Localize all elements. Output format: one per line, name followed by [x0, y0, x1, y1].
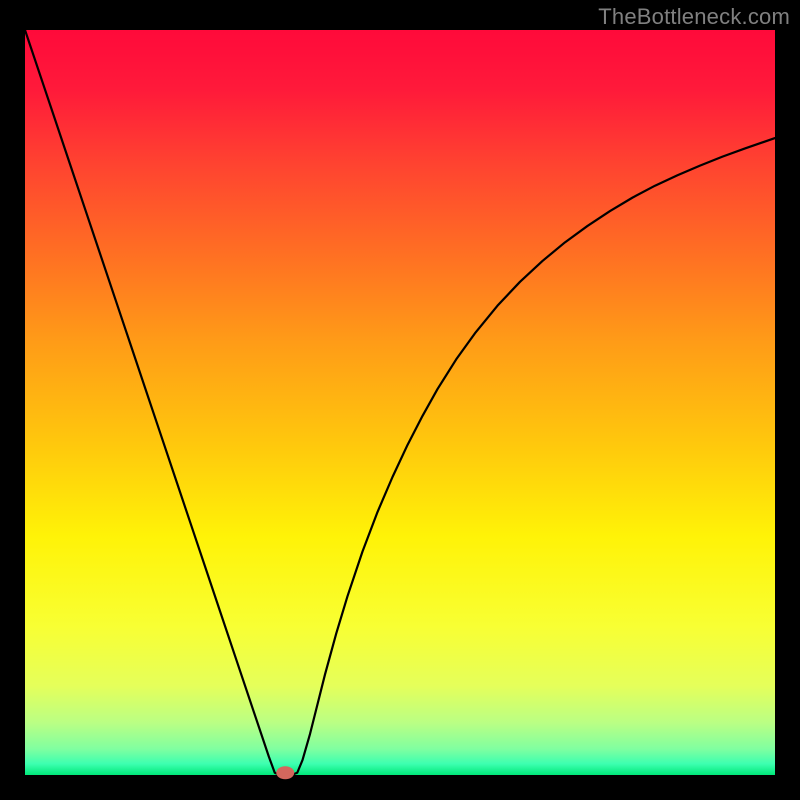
chart-background	[25, 30, 775, 775]
optimal-point-marker	[276, 766, 294, 779]
watermark-text: TheBottleneck.com	[598, 4, 790, 30]
chart-svg	[0, 0, 800, 800]
